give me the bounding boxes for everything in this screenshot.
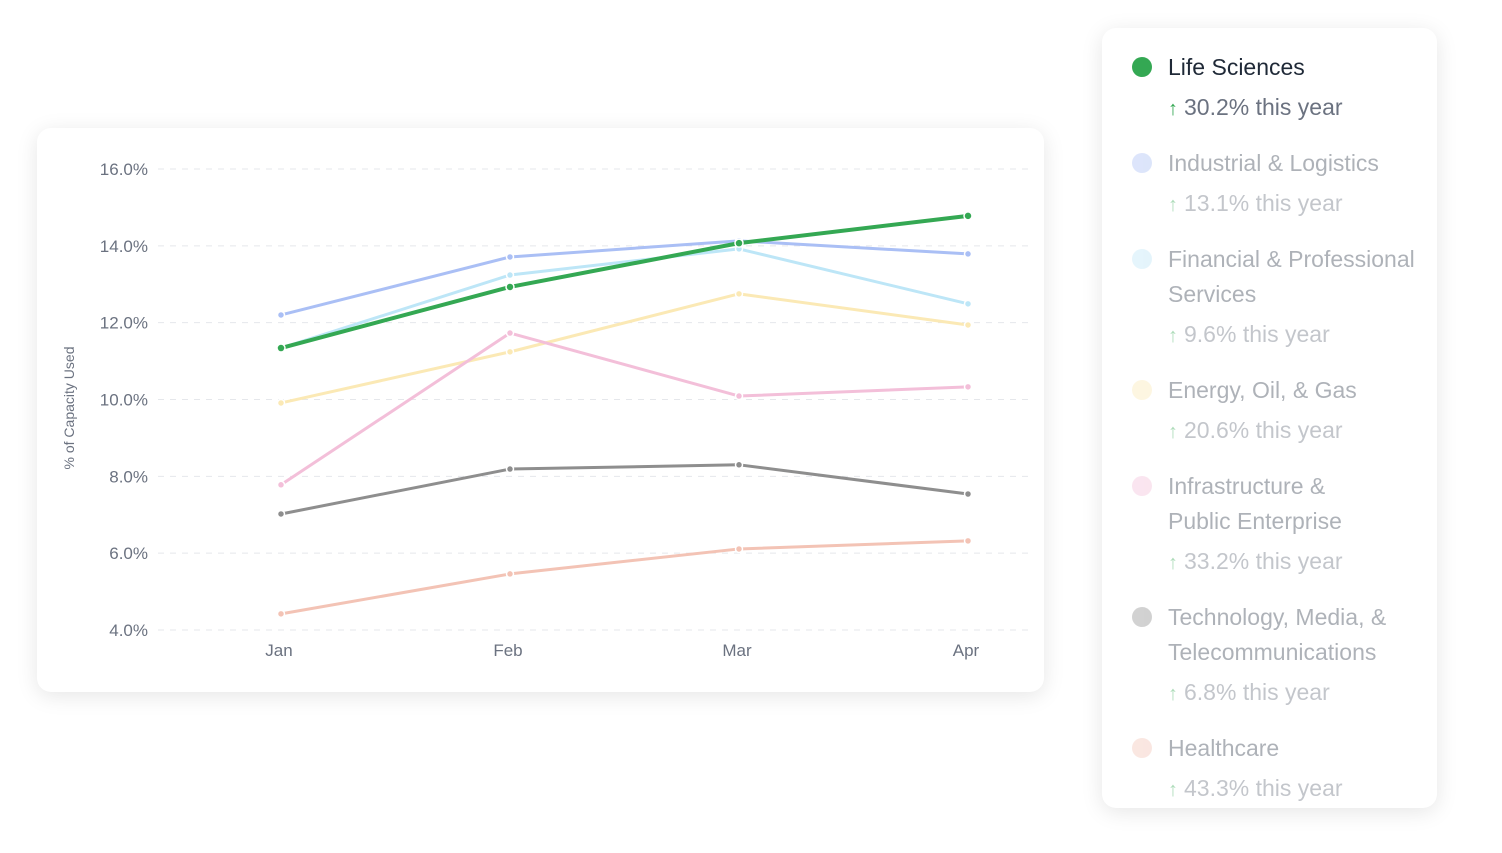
y-tick-label: 6.0% — [109, 544, 148, 563]
legend-item[interactable]: Financial & Professional Services ↑ 9.6% … — [1132, 242, 1437, 354]
legend-item-header: Infrastructure & Public Enterprise — [1132, 469, 1437, 539]
legend-item-name: Life Sciences — [1168, 54, 1305, 80]
legend-dot-icon — [1132, 153, 1152, 173]
y-tick-label: 8.0% — [109, 467, 148, 486]
legend-item-change: ↑ 6.8% this year — [1168, 675, 1437, 712]
legend-item-header: Financial & Professional Services — [1132, 242, 1437, 312]
line-chart: 16.0% 14.0% 12.0% 10.0% 8.0% 6.0% 4.0% Jan Feb Ma… — [61, 160, 1032, 660]
y-tick-label: 16.0% — [100, 160, 148, 179]
data-point — [505, 569, 515, 579]
data-point — [963, 299, 973, 309]
data-point — [734, 289, 744, 299]
data-point — [276, 509, 286, 519]
data-point — [276, 398, 286, 408]
legend-item-change: ↑ 13.1% this year — [1168, 186, 1437, 223]
data-point — [734, 460, 744, 470]
legend-item-change: ↑ 43.3% this year — [1168, 771, 1437, 808]
data-point — [734, 238, 744, 248]
change-text: 30.2% this year — [1184, 94, 1343, 120]
legend-item-header: Technology, Media, & Telecommunications — [1132, 600, 1437, 670]
legend-dot-icon — [1132, 476, 1152, 496]
legend-item-header: Healthcare — [1132, 731, 1437, 766]
y-axis-label: % of Capacity Used — [61, 347, 77, 470]
legend-dot-icon — [1132, 607, 1152, 627]
data-point — [276, 480, 286, 490]
legend-dot-icon — [1132, 57, 1152, 77]
legend-item[interactable]: Technology, Media, & Telecommunications … — [1132, 600, 1437, 712]
change-text: 9.6% this year — [1184, 321, 1330, 347]
change-text: 33.2% this year — [1184, 548, 1343, 574]
change-text: 13.1% this year — [1184, 190, 1343, 216]
data-point — [276, 343, 286, 353]
series-line — [280, 247, 969, 350]
legend-item-name: Energy, Oil, & Gas — [1168, 377, 1357, 403]
legend-item-change: ↑ 33.2% this year — [1168, 544, 1437, 581]
change-text: 6.8% this year — [1184, 679, 1330, 705]
data-point — [963, 382, 973, 392]
legend-item-name: Financial & Professional Services — [1168, 246, 1415, 307]
legend-item-name: Technology, Media, & Telecommunications — [1168, 604, 1387, 665]
x-tick-label: Jan — [265, 641, 292, 660]
arrow-up-icon: ↑ — [1168, 325, 1178, 347]
chart-card: 16.0% 14.0% 12.0% 10.0% 8.0% 6.0% 4.0% Jan Feb Ma… — [37, 128, 1044, 692]
change-text: 20.6% this year — [1184, 417, 1343, 443]
legend-dot-icon — [1132, 380, 1152, 400]
series-line — [280, 239, 969, 317]
legend-dot-icon — [1132, 249, 1152, 269]
data-point — [963, 536, 973, 546]
data-point — [963, 320, 973, 330]
arrow-up-icon: ↑ — [1168, 779, 1178, 801]
data-point — [276, 310, 286, 320]
data-point — [276, 609, 286, 619]
legend-item-header: Life Sciences — [1132, 50, 1437, 85]
arrow-up-icon: ↑ — [1168, 683, 1178, 705]
data-point — [505, 252, 515, 262]
x-tick-label: Apr — [953, 641, 980, 660]
legend-item-change: ↑ 30.2% this year — [1168, 90, 1437, 127]
data-point — [963, 249, 973, 259]
legend: Life Sciences ↑ 30.2% this year Industria… — [1102, 28, 1437, 808]
legend-item-name: Infrastructure & Public Enterprise — [1168, 473, 1342, 534]
change-text: 43.3% this year — [1184, 775, 1343, 801]
legend-item-change: ↑ 20.6% this year — [1168, 413, 1437, 450]
data-point — [505, 282, 515, 292]
data-point — [505, 464, 515, 474]
y-tick-label: 14.0% — [100, 237, 148, 256]
series-line — [280, 213, 969, 350]
data-point — [963, 489, 973, 499]
data-point — [505, 347, 515, 357]
series-line — [280, 331, 969, 487]
data-point — [505, 270, 515, 280]
data-point — [734, 391, 744, 401]
arrow-up-icon: ↑ — [1168, 421, 1178, 443]
legend-item[interactable]: Life Sciences ↑ 30.2% this year — [1132, 50, 1437, 127]
series-line — [280, 539, 969, 616]
legend-item-change: ↑ 9.6% this year — [1168, 317, 1437, 354]
legend-item-header: Industrial & Logistics — [1132, 146, 1437, 181]
y-tick-label: 4.0% — [109, 621, 148, 640]
legend-item[interactable]: Infrastructure & Public Enterprise ↑ 33.2… — [1132, 469, 1437, 581]
data-point — [734, 544, 744, 554]
data-point — [963, 211, 973, 221]
legend-item[interactable]: Healthcare ↑ 43.3% this year — [1132, 731, 1437, 808]
y-tick-label: 10.0% — [100, 391, 148, 410]
legend-item-header: Energy, Oil, & Gas — [1132, 373, 1437, 408]
arrow-up-icon: ↑ — [1168, 552, 1178, 574]
legend-item[interactable]: Industrial & Logistics ↑ 13.1% this year — [1132, 146, 1437, 223]
legend-item-name: Industrial & Logistics — [1168, 150, 1379, 176]
arrow-up-icon: ↑ — [1168, 98, 1178, 120]
y-tick-label: 12.0% — [100, 314, 148, 333]
series-line — [280, 463, 969, 516]
arrow-up-icon: ↑ — [1168, 194, 1178, 216]
x-tick-label: Feb — [493, 641, 522, 660]
data-point — [505, 328, 515, 338]
legend-item-name: Healthcare — [1168, 735, 1280, 761]
series-line — [280, 292, 969, 405]
legend-item[interactable]: Energy, Oil, & Gas ↑ 20.6% this year — [1132, 373, 1437, 450]
legend-dot-icon — [1132, 738, 1152, 758]
x-tick-label: Mar — [722, 641, 752, 660]
